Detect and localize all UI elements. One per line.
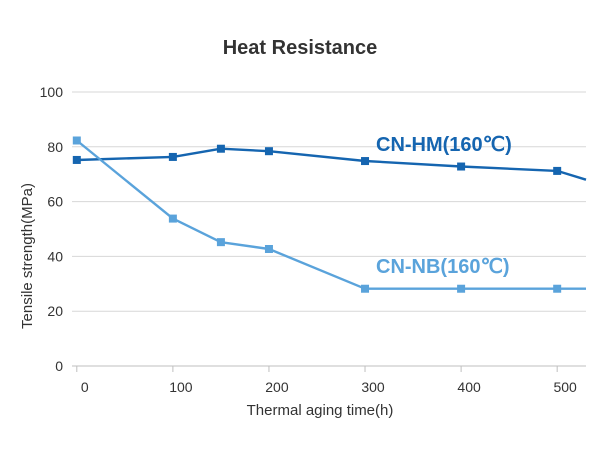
- y-tick-labels: 0 20 40 60 80 100: [40, 84, 64, 374]
- x-tick-label: 0: [81, 379, 89, 395]
- y-tick-label: 40: [47, 248, 63, 264]
- x-tick-label: 500: [553, 379, 577, 395]
- data-point: [72, 136, 81, 145]
- data-point: [553, 166, 562, 175]
- y-tick-label: 0: [55, 358, 63, 374]
- data-point: [216, 238, 225, 247]
- data-point: [168, 214, 177, 223]
- data-point: [457, 284, 466, 293]
- x-tick-label: 200: [265, 379, 289, 395]
- data-point: [553, 284, 562, 293]
- y-tick-label: 60: [47, 194, 63, 210]
- series-line-1: [76, 139, 586, 290]
- y-axis-label: Tensile strength(MPa): [19, 183, 36, 329]
- x-tick-label: 400: [457, 379, 481, 395]
- data-point: [264, 147, 273, 156]
- data-point: [457, 162, 466, 171]
- x-tick-label: 300: [361, 379, 385, 395]
- data-point: [361, 157, 370, 166]
- y-tick-label: 20: [47, 303, 63, 319]
- x-axis-label: Thermal aging time(h): [247, 402, 394, 419]
- data-point: [72, 155, 81, 164]
- data-point: [264, 245, 273, 254]
- chart-title: Heat Resistance: [223, 37, 378, 59]
- data-point: [216, 144, 225, 153]
- grid: [72, 91, 586, 312]
- series-label-cn-hm: CN-HM(160℃): [376, 134, 512, 156]
- series-label-cn-nb: CN-NB(160℃): [376, 256, 510, 278]
- data-point: [361, 284, 370, 293]
- series-line-0: [76, 147, 587, 181]
- data-point: [168, 152, 177, 161]
- y-tick-label: 100: [40, 84, 64, 100]
- axes: [72, 365, 586, 372]
- x-tick-label: 100: [169, 379, 193, 395]
- x-tick-labels: 0 100 200 300 400 500: [81, 379, 577, 395]
- series: [72, 136, 587, 293]
- y-tick-label: 80: [47, 139, 63, 155]
